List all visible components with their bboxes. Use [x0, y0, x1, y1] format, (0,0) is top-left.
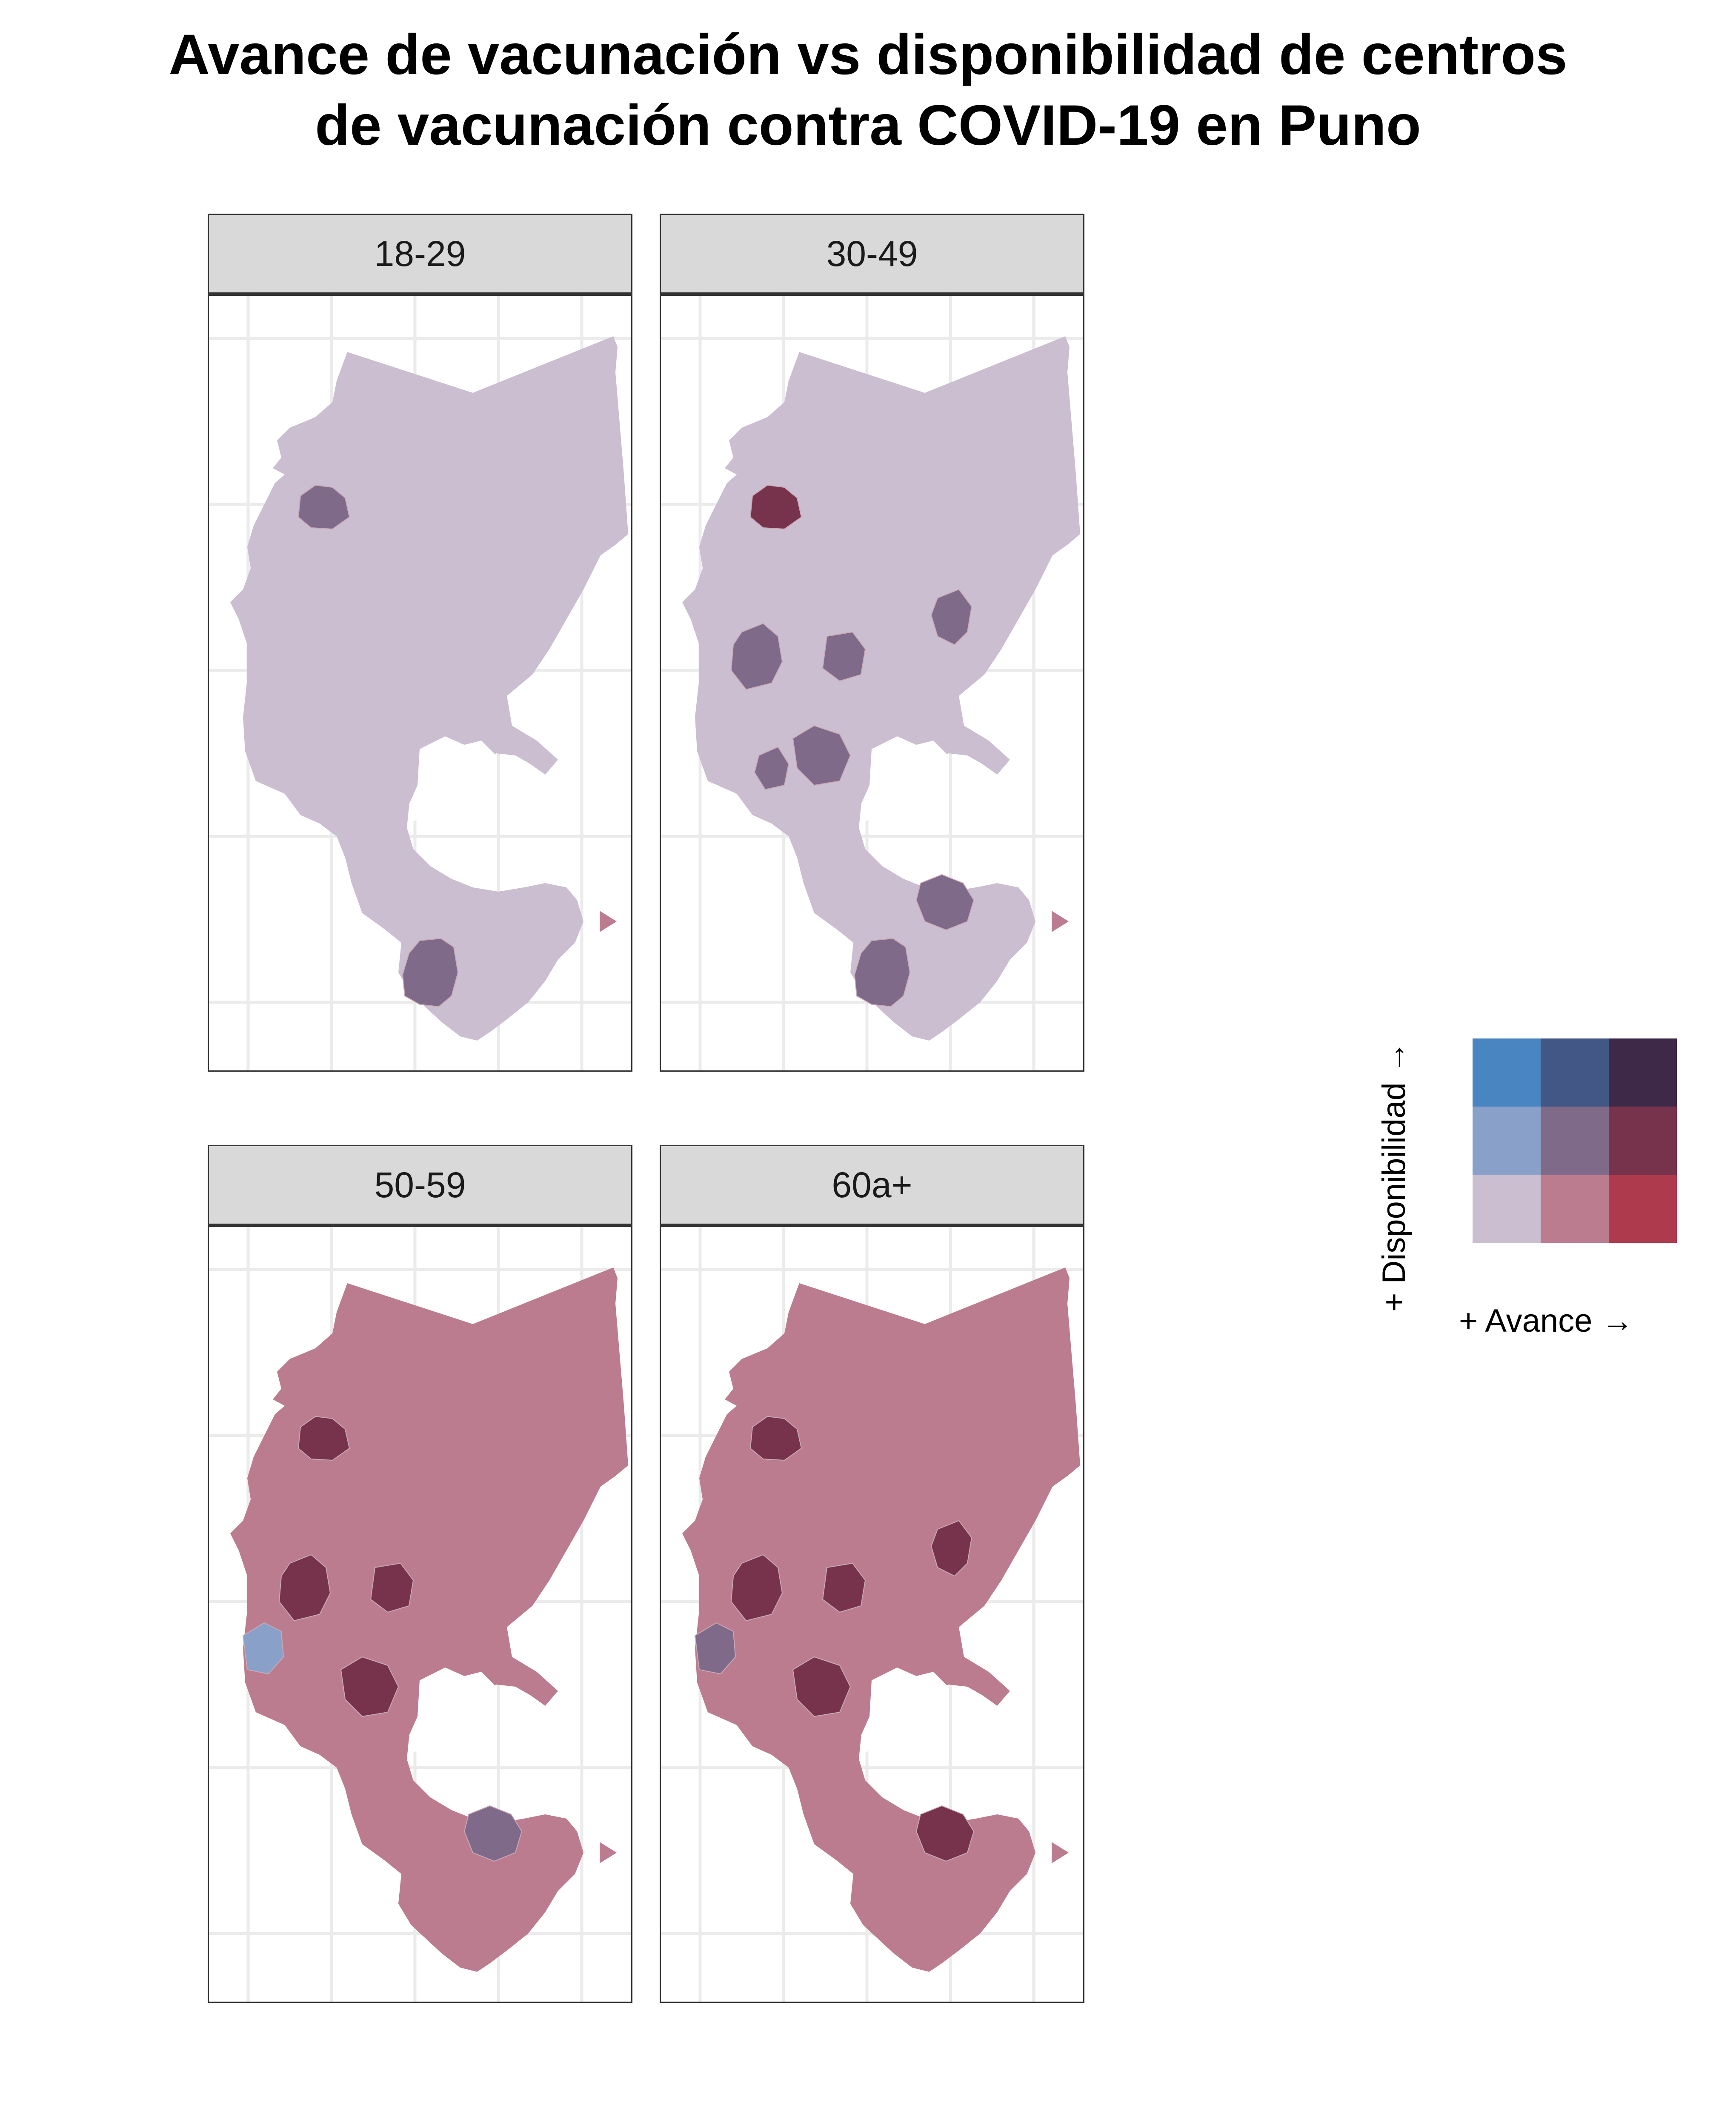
legend-cell	[1473, 1175, 1541, 1243]
district-area	[822, 1562, 866, 1613]
puno-choropleth	[661, 1227, 1083, 2002]
lake-titicaca	[409, 736, 496, 821]
lake-titicaca	[861, 1668, 948, 1753]
facet-map	[660, 295, 1084, 1072]
district-area	[754, 746, 789, 790]
figure-title-line-1: Avance de vacunación vs disponibilidad d…	[169, 23, 1567, 86]
district-area	[402, 938, 459, 1007]
island-district-area	[1052, 1842, 1069, 1863]
district-area	[297, 1416, 350, 1461]
district-area	[463, 1805, 523, 1862]
facet-strip-label: 18-29	[208, 214, 632, 296]
district-area	[792, 725, 851, 786]
district-area	[915, 874, 975, 931]
facet-map	[208, 1226, 632, 2003]
facet-strip-label: 50-59	[208, 1145, 632, 1227]
district-area	[749, 1416, 802, 1461]
facet-strip-label: 30-49	[660, 214, 1084, 296]
district-area	[694, 1622, 736, 1675]
district-area	[854, 938, 911, 1007]
district-area	[297, 484, 350, 530]
district-area	[930, 589, 972, 646]
puno-choropleth	[209, 1227, 631, 2002]
legend-cell	[1609, 1107, 1677, 1175]
lake-titicaca	[861, 736, 948, 821]
bivariate-legend: + Avance → + Disponibilidad →	[1353, 919, 1736, 1387]
facet-map	[208, 295, 632, 1072]
facet-strip-label: 60a+	[660, 1145, 1084, 1227]
legend-x-label: + Avance →	[1459, 1303, 1634, 1339]
puno-province-area	[230, 336, 628, 1041]
legend-cell	[1473, 1038, 1541, 1107]
district-area	[822, 631, 866, 682]
legend-cell	[1541, 1107, 1609, 1175]
district-area	[370, 1562, 414, 1613]
puno-province-area	[230, 1267, 628, 1972]
legend-cell	[1609, 1175, 1677, 1243]
island-district-area	[600, 1842, 617, 1863]
district-area	[749, 484, 802, 530]
puno-province-area	[682, 336, 1080, 1041]
district-area	[792, 1656, 851, 1717]
legend-cell	[1609, 1038, 1677, 1107]
lake-titicaca	[409, 1668, 496, 1753]
legend-cell	[1473, 1107, 1541, 1175]
island-district-area	[1052, 911, 1069, 932]
district-area	[340, 1656, 399, 1717]
island-district-area	[600, 911, 617, 932]
legend-y-label: + Disponibilidad →	[1376, 1041, 1412, 1312]
district-area	[730, 623, 783, 690]
legend-cell	[1541, 1175, 1609, 1243]
puno-choropleth	[209, 296, 631, 1070]
district-area	[915, 1805, 975, 1862]
district-area	[930, 1520, 972, 1577]
district-area	[730, 1554, 783, 1622]
figure-title-line-2: de vacunación contra COVID-19 en Puno	[315, 94, 1421, 157]
puno-choropleth	[661, 296, 1083, 1070]
district-area	[242, 1622, 284, 1675]
legend-cell	[1541, 1038, 1609, 1107]
puno-province-area	[682, 1267, 1080, 1972]
district-area	[278, 1554, 331, 1622]
facet-map	[660, 1226, 1084, 2003]
